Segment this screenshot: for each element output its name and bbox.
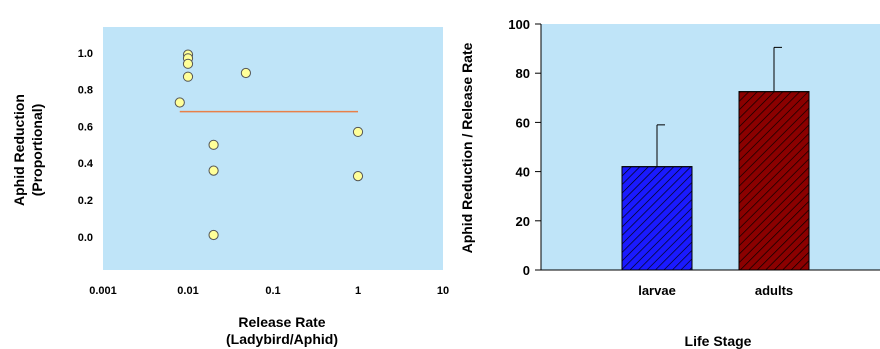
bar-y-tick-label: 0: [523, 263, 530, 278]
bar-hatch-adults: [738, 91, 810, 271]
scatter-x-axis-title-line2: (Ladybird/Aphid): [226, 331, 338, 347]
scatter-point: [352, 171, 364, 182]
scatter-y-tick-label: 0.8: [78, 85, 93, 97]
scatter-y-tick-label: 1.0: [78, 48, 93, 60]
scatter-point: [208, 139, 219, 150]
scatter-point: [208, 229, 219, 241]
scatter-x-tick-label: 0.1: [265, 285, 280, 297]
bar-x-axis-title: Life Stage: [685, 333, 752, 349]
bar-plot-area: [541, 24, 880, 270]
scatter-x-axis-title-line1: Release Rate: [238, 314, 325, 330]
scatter-x-ticks: 0.001 0.01 0.1 1 10: [89, 285, 449, 297]
scatter-y-tick-label: 0.4: [78, 158, 94, 170]
scatter-point: [208, 165, 219, 176]
bar-y-tick-label: 20: [516, 214, 530, 229]
bar-series: [621, 46, 810, 271]
scatter-point: [182, 71, 194, 82]
bar-y-tick-label: 80: [516, 66, 530, 81]
scatter-point: [182, 58, 194, 69]
bar-chart: larvae adults 0 20 40 60 80 100 Life Stage Aph…: [459, 17, 880, 349]
bar-y-tick-label: 40: [516, 165, 530, 180]
bar-y-tick-label: 100: [508, 17, 530, 32]
scatter-y-tick-label: 0.6: [78, 121, 93, 133]
bar-x-axis: larvae adults: [541, 269, 880, 298]
scatter-x-tick-label: 0.001: [89, 285, 117, 297]
scatter-y-tick-label: 0.2: [78, 195, 93, 207]
bar-hatch-larvae: [621, 166, 693, 271]
scatter-plot-area: [103, 27, 443, 270]
bar-y-tick-label: 60: [516, 115, 530, 130]
scatter-point: [240, 67, 252, 79]
bar-category-label: larvae: [638, 283, 676, 298]
scatter-x-tick-label: 0.01: [177, 285, 198, 297]
scatter-chart: 0.001 0.01 0.1 1 10 0.0 0.2 0.4 0.6 0.8 1.0 Relea…: [11, 27, 449, 347]
scatter-x-tick-label: 1: [355, 285, 361, 297]
scatter-x-tick-label: 10: [437, 285, 449, 297]
scatter-y-ticks: 0.0 0.2 0.4 0.6 0.8 1.0: [78, 48, 94, 244]
bar-category-label: adults: [755, 283, 793, 298]
scatter-points: [174, 49, 364, 241]
bar-y-axis-title: Aphid Reduction / Release Rate: [459, 42, 475, 253]
scatter-point: [174, 97, 185, 108]
scatter-y-axis-title-line2: (Proportional): [29, 104, 45, 197]
scatter-point: [352, 126, 364, 138]
scatter-y-axis-title-line1: Aphid Reduction: [11, 94, 27, 206]
bar-y-axis: 0 20 40 60 80 100: [508, 17, 542, 278]
scatter-y-tick-label: 0.0: [78, 232, 93, 244]
